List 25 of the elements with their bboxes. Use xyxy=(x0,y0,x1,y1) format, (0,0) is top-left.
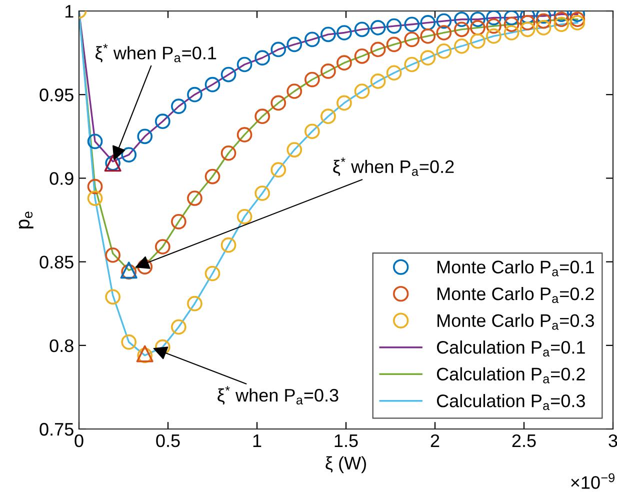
y-tick-label: 0.95 xyxy=(40,88,74,102)
legend-label: Monte Carlo P$_{a}$=0.2 xyxy=(438,286,594,304)
text: ×10$^{−9}$ xyxy=(571,473,615,489)
legend-label: Calculation P$_{a}$=0.2 xyxy=(436,367,585,384)
x-tick-label: 0.5 xyxy=(156,434,180,448)
legend-label: Calculation P$_{a}$=0.1 xyxy=(436,340,585,357)
x-tick-label: 2 xyxy=(430,434,440,447)
annotation: ξ$^{*}$ when P$_{a}$=0.1 xyxy=(96,44,216,62)
legend-label: Calculation P$_{a}$=0.3 xyxy=(436,394,585,410)
y-axis-title: p$_{e}$ xyxy=(18,212,34,228)
x-tick-label: 1.5 xyxy=(334,434,358,448)
legend-label: Monte Carlo P$_{a}$=0.1 xyxy=(438,260,594,276)
y-tick-label: 0.9 xyxy=(50,172,74,185)
annotation: ξ$^{*}$ when P$_{a}$=0.3 xyxy=(218,386,338,405)
annotation: ξ$^{*}$ when P$_{a}$=0.2 xyxy=(333,158,454,176)
y-tick-label: 0.75 xyxy=(40,422,74,436)
x-tick-label: 0 xyxy=(74,434,84,448)
x-tick-label: 2.5 xyxy=(512,434,536,448)
y-tick-label: 0.85 xyxy=(40,256,74,269)
y-tick-label: 1 xyxy=(65,5,74,18)
x-tick-label: 3 xyxy=(608,434,617,448)
x-tick-label: 1 xyxy=(253,434,262,447)
y-tick-label: 0.8 xyxy=(50,339,74,352)
legend-label: Monte Carlo P$_{a}$=0.3 xyxy=(438,314,594,330)
x-axis-title: ξ (W) xyxy=(326,456,366,474)
